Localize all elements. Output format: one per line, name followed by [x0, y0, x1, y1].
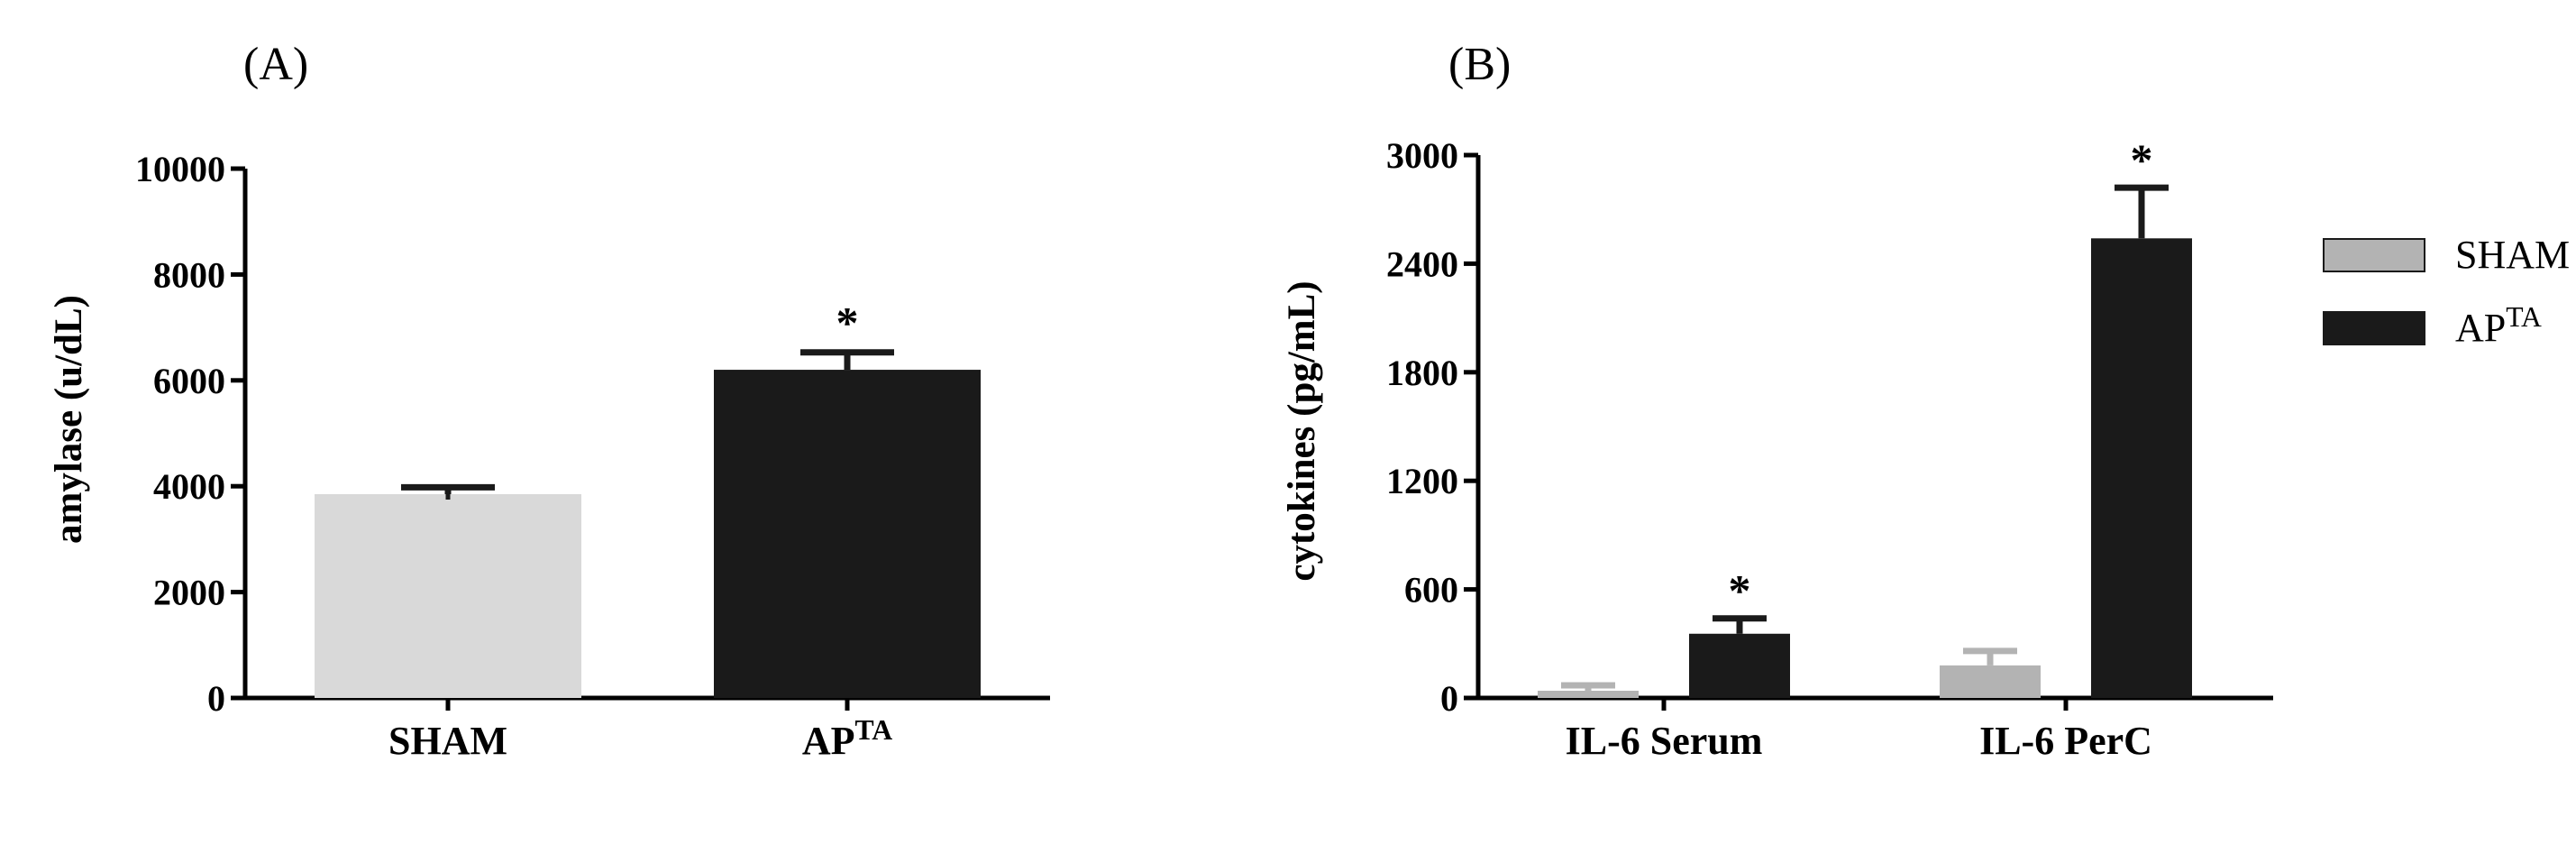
chart-a-y-tick-label: 4000 [153, 466, 225, 507]
chart-b-y-tick-label: 0 [1440, 678, 1458, 719]
chart-a-y-tick-label: 2000 [153, 573, 225, 613]
chart-b-bar-ap [1689, 633, 1790, 698]
legend-label-sham: SHAM [2455, 233, 2570, 277]
legend-label-ap: APTA [2455, 301, 2542, 350]
chart-b-y-tick-label: 3000 [1386, 135, 1458, 176]
chart-a-y-axis-title: amylase (u/dL) [48, 295, 90, 544]
chart-b-legend: SHAM APTA [2323, 233, 2570, 350]
chart-a-x-tick-label: APTA [802, 714, 892, 763]
chart-a-y-tick-label: 0 [207, 678, 225, 719]
chart-a: amylase (u/dL) 0 2000 4000 6000 8000 10000 SHA… [48, 149, 1050, 763]
legend-swatch-sham [2323, 238, 2425, 272]
chart-a-y-tick-label: 8000 [153, 254, 225, 295]
chart-a-bar [714, 370, 981, 698]
panel-b-label: (B) [1448, 39, 1511, 90]
chart-a-y-tick-label: 6000 [153, 361, 225, 401]
chart-b-y-axis-title: cytokines (pg/mL) [1281, 280, 1323, 581]
chart-b-bar-sham [1940, 665, 2041, 698]
chart-b: cytokines (pg/mL) 0 600 1200 1800 2400 3000 * I… [1281, 134, 2273, 763]
chart-b-bar-sham [1538, 690, 1639, 698]
chart-b-x-tick-label: IL-6 PerC [1979, 719, 2152, 763]
chart-b-bar-ap [2091, 238, 2192, 698]
chart-b-significance-marker: * [2131, 134, 2153, 185]
chart-b-x-tick-label: IL-6 Serum [1566, 719, 1763, 763]
panel-a-label: (A) [243, 39, 308, 90]
chart-a-bar [315, 494, 581, 698]
chart-b-y-tick-label: 1200 [1386, 461, 1458, 501]
chart-a-significance-marker: * [836, 298, 859, 348]
chart-b-y-tick-label: 600 [1404, 570, 1458, 611]
chart-b-y-tick-label: 1800 [1386, 353, 1458, 393]
chart-b-y-tick-label: 2400 [1386, 243, 1458, 284]
chart-a-x-tick-label: SHAM [388, 719, 507, 763]
legend-swatch-ap [2323, 311, 2425, 345]
chart-b-significance-marker: * [1729, 565, 1751, 616]
chart-a-y-tick-label: 10000 [135, 149, 225, 189]
